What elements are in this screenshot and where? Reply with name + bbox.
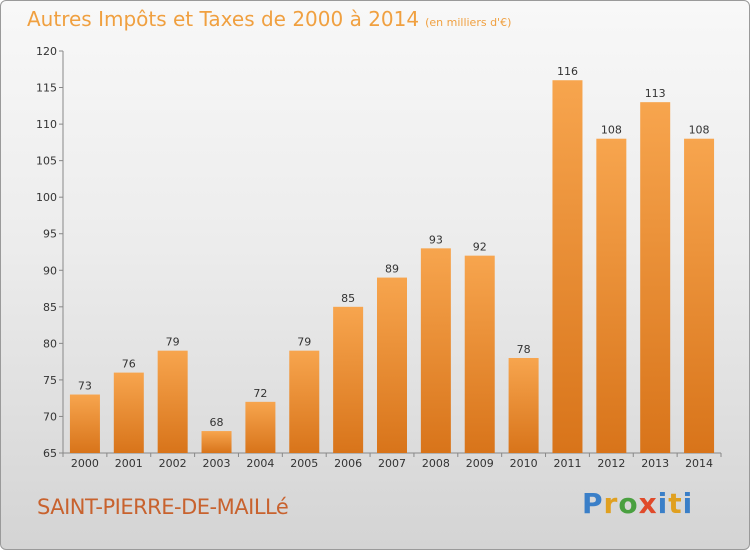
data-label: 76	[122, 358, 136, 371]
chart-bars	[69, 80, 715, 454]
x-tick-label: 2007	[378, 457, 406, 470]
y-tick-label: 75	[43, 374, 57, 387]
y-tick-label: 90	[43, 264, 57, 277]
data-label: 78	[517, 343, 531, 356]
bar	[464, 255, 495, 453]
data-label: 72	[253, 387, 267, 400]
y-tick-label: 80	[43, 337, 57, 350]
y-tick-label: 100	[36, 191, 57, 204]
x-tick-label: 2006	[334, 457, 362, 470]
bar	[289, 350, 320, 453]
proxiti-logo[interactable]: Proxiti	[582, 487, 694, 520]
y-tick-label: 105	[36, 155, 57, 168]
bar	[640, 102, 671, 453]
bar	[245, 401, 276, 453]
data-label: 116	[557, 65, 578, 78]
data-label: 93	[429, 233, 443, 246]
x-tick-label: 2001	[115, 457, 143, 470]
y-tick-label: 85	[43, 301, 57, 314]
chart-data-labels: 73 76 79 68 72 79 85 89 93 92 78 116 108 113 108	[78, 65, 710, 429]
x-tick-label: 2013	[641, 457, 669, 470]
x-tick-label: 2004	[246, 457, 274, 470]
x-tick-label: 2008	[422, 457, 450, 470]
bar	[420, 248, 451, 453]
data-label: 108	[601, 124, 622, 137]
data-label: 113	[645, 87, 666, 100]
data-label: 92	[473, 241, 487, 254]
x-tick-label: 2000	[71, 457, 99, 470]
bar	[113, 372, 144, 453]
bar	[157, 350, 188, 453]
y-tick-label: 115	[36, 82, 57, 95]
data-label: 85	[341, 292, 355, 305]
x-tick-label: 2011	[553, 457, 581, 470]
data-label: 79	[297, 336, 311, 349]
x-tick-label: 2002	[159, 457, 187, 470]
chart-title-text: Autres Impôts et Taxes de 2000 à 2014	[27, 7, 420, 31]
x-tick-label: 2009	[466, 457, 494, 470]
chart-axes: 65 70 75 80 85 90 95 100 105 110 115 120 2000 2001 200…	[36, 45, 722, 470]
x-tick-label: 2014	[685, 457, 713, 470]
y-tick-label: 65	[43, 447, 57, 460]
x-tick-label: 2010	[510, 457, 538, 470]
x-tick-label: 2005	[290, 457, 318, 470]
bar	[508, 357, 539, 453]
bar	[377, 277, 407, 453]
chart-unit: (en milliers d'€)	[425, 16, 512, 29]
bar	[69, 394, 100, 453]
chart-title: Autres Impôts et Taxes de 2000 à 2014 (en…	[27, 7, 511, 31]
y-tick-label: 70	[43, 410, 57, 423]
data-label: 73	[78, 380, 92, 393]
data-label: 89	[385, 263, 399, 276]
bar	[596, 138, 627, 453]
y-tick-label: 110	[36, 118, 57, 131]
data-label: 68	[210, 416, 224, 429]
x-tick-label: 2012	[597, 457, 625, 470]
bar	[333, 306, 364, 453]
y-tick-label: 95	[43, 228, 57, 241]
data-label: 79	[166, 336, 180, 349]
commune-name: SAINT-PIERRE-DE-MAILLé	[37, 495, 289, 519]
bar	[684, 138, 715, 453]
x-tick-label: 2003	[203, 457, 231, 470]
bar	[201, 431, 232, 453]
y-tick-label: 120	[36, 45, 57, 58]
bar	[552, 80, 583, 454]
data-label: 108	[689, 124, 710, 137]
